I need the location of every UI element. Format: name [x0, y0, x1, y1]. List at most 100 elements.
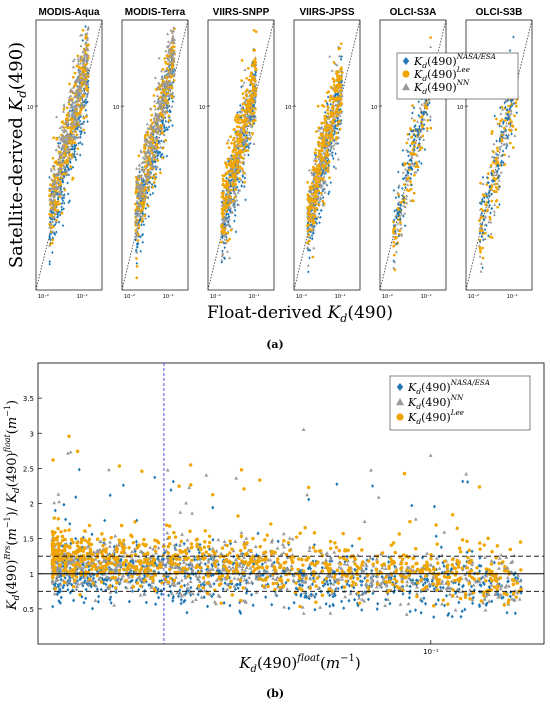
data-point	[74, 109, 78, 113]
data-point	[419, 148, 422, 151]
data-point	[153, 137, 157, 140]
data-point	[166, 128, 169, 132]
data-point	[318, 221, 321, 225]
data-point	[147, 162, 151, 166]
data-point	[150, 159, 154, 163]
data-point	[59, 180, 62, 183]
data-point	[230, 141, 233, 145]
data-point	[147, 159, 151, 163]
data-point	[360, 608, 364, 612]
data-point	[401, 170, 405, 174]
data-point	[308, 228, 312, 231]
data-point	[162, 93, 166, 97]
data-point	[404, 167, 408, 171]
data-point	[81, 66, 84, 70]
data-point	[76, 92, 80, 96]
data-point	[149, 141, 153, 145]
data-point	[253, 57, 257, 61]
data-point	[139, 150, 143, 154]
data-point	[64, 120, 68, 124]
data-point	[227, 190, 230, 194]
data-point	[57, 599, 61, 603]
data-point	[407, 166, 410, 170]
data-point	[229, 197, 233, 201]
data-point	[225, 176, 228, 180]
data-point	[54, 211, 58, 214]
data-point	[410, 129, 413, 133]
data-point	[404, 162, 408, 166]
data-point	[81, 100, 85, 104]
data-point	[425, 107, 429, 110]
data-point	[77, 99, 81, 102]
data-point	[248, 124, 252, 127]
data-point	[252, 49, 256, 52]
data-point	[51, 217, 54, 221]
data-point	[161, 110, 165, 114]
data-point	[143, 216, 147, 220]
data-point	[513, 114, 516, 118]
data-point	[57, 151, 61, 155]
data-point	[135, 261, 139, 265]
data-point	[406, 177, 409, 181]
data-point	[70, 135, 74, 138]
data-point	[225, 212, 229, 216]
data-point	[74, 93, 77, 97]
data-point	[252, 111, 256, 114]
data-point	[237, 203, 241, 206]
data-point	[238, 151, 242, 155]
data-point	[445, 593, 449, 598]
data-point	[152, 175, 156, 179]
subplot-title: VIIRS-SNPP	[213, 7, 270, 18]
data-point	[157, 105, 161, 108]
data-point	[59, 184, 63, 188]
data-point	[221, 587, 225, 591]
data-point	[154, 151, 158, 155]
data-point	[236, 191, 240, 194]
data-point	[501, 107, 505, 111]
data-point	[313, 176, 317, 180]
data-point	[137, 226, 141, 229]
data-point	[78, 55, 82, 58]
data-point	[152, 155, 156, 159]
data-point	[485, 183, 489, 186]
data-point	[319, 208, 323, 212]
data-point	[495, 190, 498, 194]
data-point	[415, 162, 418, 165]
data-point	[246, 66, 250, 70]
data-point	[221, 174, 224, 177]
data-point	[155, 101, 159, 105]
data-point	[51, 236, 54, 240]
data-point	[335, 88, 339, 92]
data-point	[67, 126, 71, 130]
legend-entry-2-part-2: (490)	[427, 81, 457, 94]
data-point	[411, 104, 414, 108]
data-point	[130, 578, 134, 583]
data-point	[249, 74, 252, 78]
data-point	[330, 134, 334, 138]
data-point	[402, 183, 406, 186]
data-point	[162, 76, 166, 79]
data-point	[225, 250, 229, 253]
data-point	[55, 173, 59, 177]
data-point	[241, 126, 245, 130]
data-point	[220, 258, 224, 262]
data-point	[78, 78, 82, 82]
data-point	[223, 257, 226, 261]
data-point	[329, 149, 332, 153]
data-point	[141, 186, 145, 190]
data-point	[229, 135, 232, 139]
data-point	[223, 218, 227, 221]
subplot-points	[48, 24, 90, 266]
data-point	[489, 232, 493, 235]
data-point	[496, 160, 500, 164]
data-point	[252, 75, 256, 78]
data-point	[72, 118, 76, 122]
data-point	[82, 59, 86, 62]
data-point	[314, 202, 317, 206]
data-point	[66, 159, 70, 163]
data-point	[398, 229, 402, 232]
data-point	[156, 146, 160, 150]
data-point	[493, 159, 496, 163]
data-point	[72, 91, 76, 94]
